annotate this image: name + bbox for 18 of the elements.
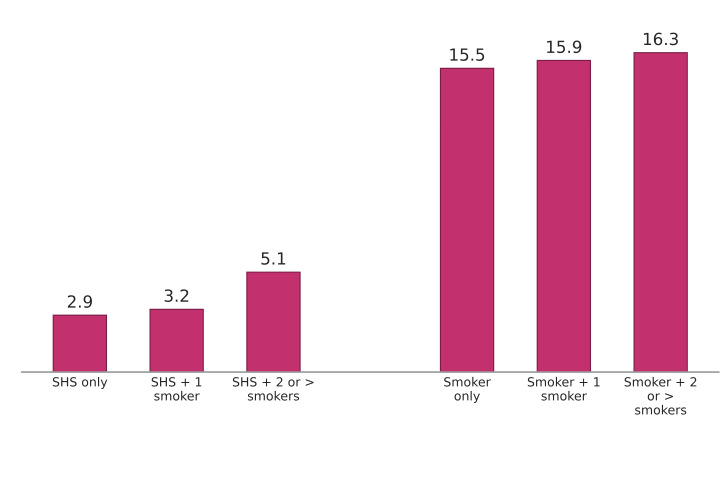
x-tick-label: Smoker + 2 or > smokers	[624, 376, 696, 415]
bar	[246, 272, 301, 372]
x-tick-label: Smoker + 1 smoker	[528, 376, 600, 401]
x-tick-label: Smoker only	[444, 376, 491, 404]
bar	[536, 60, 592, 372]
data-label: 3.2	[164, 289, 188, 302]
x-tick-label: SHS only	[52, 376, 108, 390]
data-label: 16.3	[644, 32, 678, 46]
bar	[149, 308, 204, 372]
bar	[52, 314, 108, 372]
bar	[633, 52, 688, 372]
x-tick-label: SHS + 1 smoker	[152, 377, 202, 401]
data-label: 15.9	[547, 40, 582, 54]
data-label: 5.1	[261, 252, 286, 265]
x-tick-label: SHS + 2 or > smokers	[232, 377, 314, 401]
data-label: 2.9	[68, 295, 92, 308]
bar	[440, 68, 494, 372]
data-label: 15.5	[450, 48, 484, 61]
